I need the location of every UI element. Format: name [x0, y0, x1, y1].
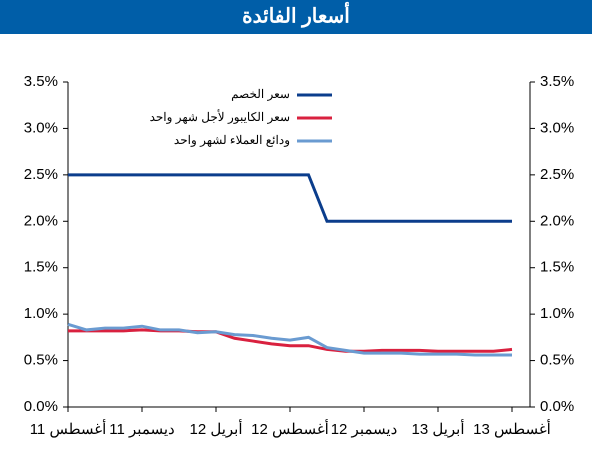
x-tick-label: ديسمبر 11 [109, 421, 174, 438]
y-tick-label: 3.0% [24, 119, 58, 136]
title-banner [0, 0, 592, 34]
y-tick-label: 0.0% [24, 398, 58, 415]
y-tick-label: 0.5% [24, 352, 58, 369]
y2-tick-label: 3.5% [540, 73, 574, 90]
x-tick-label: أغسطس 13 [473, 419, 551, 438]
y-tick-label: 2.0% [24, 212, 58, 229]
chart-title: أسعار الفائدة [242, 1, 350, 28]
x-tick-label: أغسطس 11 [30, 419, 107, 438]
y2-tick-label: 1.0% [540, 305, 574, 322]
y-tick-label: 1.0% [24, 305, 58, 322]
line-series [68, 328, 513, 353]
y2-tick-label: 1.5% [540, 259, 574, 276]
legend-label: سعر الخصم [231, 87, 290, 101]
x-tick-label: أبريل 12 [189, 419, 242, 438]
y2-tick-label: 0.0% [540, 398, 574, 415]
legend-label: ودائع العملاء لشهر واحد [174, 133, 290, 147]
y-tick-label: 3.5% [24, 73, 58, 90]
y2-tick-label: 3.0% [540, 119, 574, 136]
line-series [68, 173, 512, 223]
legend-label: سعر الكايبور لأجل شهر واحد [150, 109, 290, 124]
y2-tick-label: 2.0% [540, 212, 574, 229]
x-tick-label: ديسمبر 12 [331, 421, 398, 438]
y2-tick-label: 0.5% [540, 352, 574, 369]
x-tick-label: أبريل 13 [411, 419, 464, 438]
y-tick-label: 1.5% [24, 259, 58, 276]
x-tick-label: أغسطس 12 [251, 419, 329, 438]
line-series [67, 322, 512, 357]
y-tick-label: 2.5% [24, 166, 58, 183]
y2-tick-label: 2.5% [540, 166, 574, 183]
